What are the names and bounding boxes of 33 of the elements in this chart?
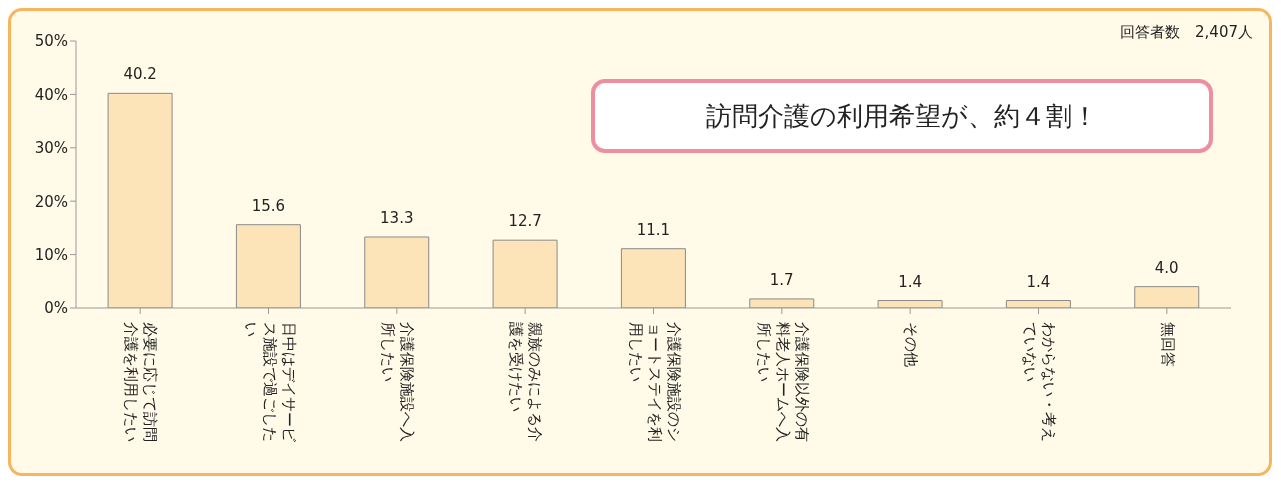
data-label: 40.2: [123, 65, 157, 84]
y-tick-label: 30%: [34, 139, 68, 158]
bar: [492, 239, 558, 308]
x-tick-label: 介護保険以外の有料老人ホームへ入所したい: [753, 322, 811, 444]
y-tick-label: 40%: [34, 85, 68, 104]
x-tick-label: その他: [900, 322, 920, 369]
x-tick-label: 無回答: [1157, 322, 1177, 369]
x-tick-label: 介護保険施設へ入所したい: [377, 322, 416, 444]
bar: [1134, 286, 1200, 308]
annotation: 回答者数 2,407人: [1120, 23, 1253, 42]
y-tick-label: 10%: [34, 245, 68, 264]
x-tick-label: 日中はデイサービス施設で過ごしたい: [240, 322, 297, 444]
bar: [620, 248, 686, 308]
data-label: 4.0: [1154, 258, 1179, 277]
bar: [235, 224, 301, 308]
y-tick-label: 0%: [44, 299, 68, 318]
x-tick-label: 必要に応じて訪問介護を利用したい: [121, 322, 160, 444]
y-tick-label: 50%: [34, 32, 68, 51]
y-tick-label: 20%: [34, 192, 68, 211]
annotation: 訪問介護の利用希望が、約４割！: [706, 99, 1098, 133]
data-label: 1.7: [769, 270, 794, 289]
data-label: 1.4: [898, 272, 923, 291]
data-label: 12.7: [508, 212, 542, 231]
data-label: 1.4: [1026, 272, 1051, 291]
data-label: 13.3: [380, 208, 414, 227]
bar: [364, 236, 430, 308]
x-tick-label: 介護保険施設のショートステイを利用したい: [625, 322, 682, 444]
x-tick-label: わからない・考えていない: [1019, 322, 1058, 444]
data-label: 15.6: [251, 196, 286, 215]
bar: [107, 92, 173, 308]
bar: [749, 298, 815, 308]
data-label: 11.1: [636, 220, 671, 239]
x-tick-label: 親族のみによる介護を受けたい: [506, 322, 545, 444]
